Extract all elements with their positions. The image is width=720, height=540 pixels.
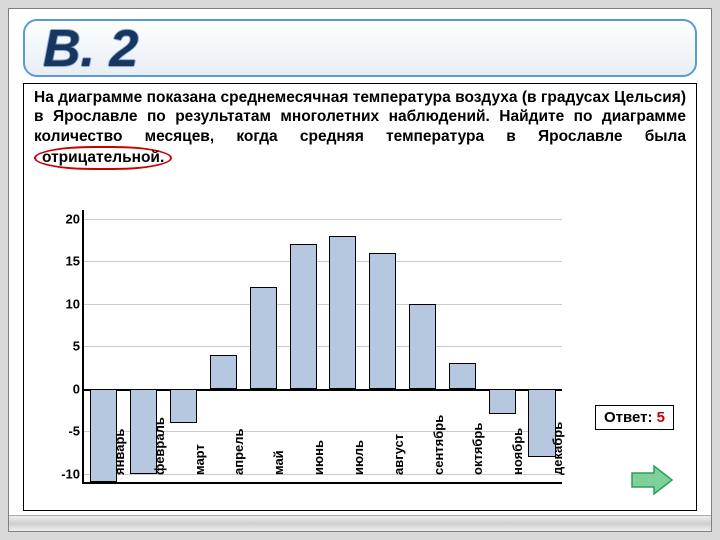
title-box: B. 2	[23, 19, 697, 77]
slide: B. 2 На диаграмме показана среднемесячна…	[8, 8, 712, 532]
y-tick-label: 15	[50, 254, 80, 269]
bar-slot: июль	[323, 210, 363, 482]
next-arrow[interactable]	[630, 464, 674, 496]
bar	[449, 363, 476, 389]
y-tick-label: -10	[50, 466, 80, 481]
bar	[210, 355, 237, 389]
bar-slot: сентябрь	[403, 210, 443, 482]
bar-slot: июнь	[283, 210, 323, 482]
y-tick-label: -5	[50, 424, 80, 439]
bar	[329, 236, 356, 389]
y-tick-label: 0	[50, 381, 80, 396]
chart-area: -10 -5 0 5 10 15 20 январьфевральмартапрельмайи…	[38, 204, 568, 494]
content-frame: На диаграмме показана среднемесячная тем…	[23, 83, 697, 511]
answer-label: Ответ:	[604, 409, 653, 426]
bars: январьфевральмартапрельмайиюньиюльавгуст…	[84, 210, 562, 482]
footer-bar	[9, 515, 711, 531]
temperature-chart: -10 -5 0 5 10 15 20 январьфевральмартапрельмайи…	[38, 204, 568, 494]
bar	[170, 389, 197, 423]
bar	[250, 287, 277, 389]
month-label: декабрь	[550, 421, 565, 474]
bar-slot: май	[243, 210, 283, 482]
bar-slot: ноябрь	[482, 210, 522, 482]
problem-main: На диаграмме показана среднемесячная тем…	[34, 89, 686, 145]
slide-title: B. 2	[43, 20, 138, 78]
circled-word: отрицательной.	[34, 146, 172, 169]
y-tick-label: 10	[50, 296, 80, 311]
bar-slot: октябрь	[442, 210, 482, 482]
bar	[409, 304, 436, 389]
bar	[369, 253, 396, 389]
bar-slot: декабрь	[522, 210, 562, 482]
bar-slot: январь	[84, 210, 124, 482]
bar-slot: февраль	[124, 210, 164, 482]
answer-box: Ответ: 5	[595, 405, 674, 430]
answer-value: 5	[657, 409, 665, 426]
bar	[290, 244, 317, 389]
y-tick-label: 20	[50, 211, 80, 226]
problem-text: На диаграмме показана среднемесячная тем…	[34, 88, 686, 170]
bar	[489, 389, 516, 415]
bar-slot: август	[363, 210, 403, 482]
bar-slot: март	[164, 210, 204, 482]
plot-area: -10-505101520январьфевральмартапрельмайи…	[82, 210, 562, 484]
bar-slot: апрель	[203, 210, 243, 482]
y-tick-label: 5	[50, 339, 80, 354]
